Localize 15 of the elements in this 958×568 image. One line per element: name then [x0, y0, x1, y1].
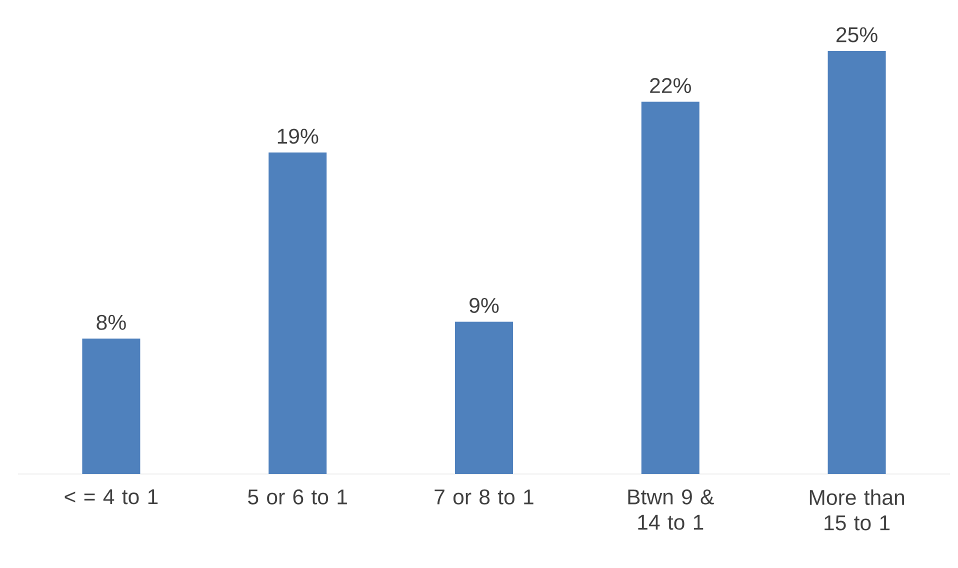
data-label: 19%: [278, 128, 318, 144]
x-tick-label: Btwn 9 & 14 to 1: [628, 489, 714, 530]
x-tick-label: 7 or 8 to 1: [434, 489, 534, 504]
data-label: 9%: [470, 298, 499, 313]
bar: [641, 102, 700, 474]
bar: [82, 338, 140, 474]
bar: [455, 322, 513, 474]
x-tick-label: More than 15 to 1: [810, 489, 904, 530]
bar: [828, 50, 886, 474]
data-label: 25%: [836, 27, 878, 42]
data-label: 8%: [96, 314, 126, 330]
bar: [268, 152, 327, 474]
x-tick-label: < = 4 to 1: [64, 489, 158, 504]
data-label: 22%: [650, 78, 691, 94]
x-tick-label: 5 or 6 to 1: [248, 489, 347, 504]
